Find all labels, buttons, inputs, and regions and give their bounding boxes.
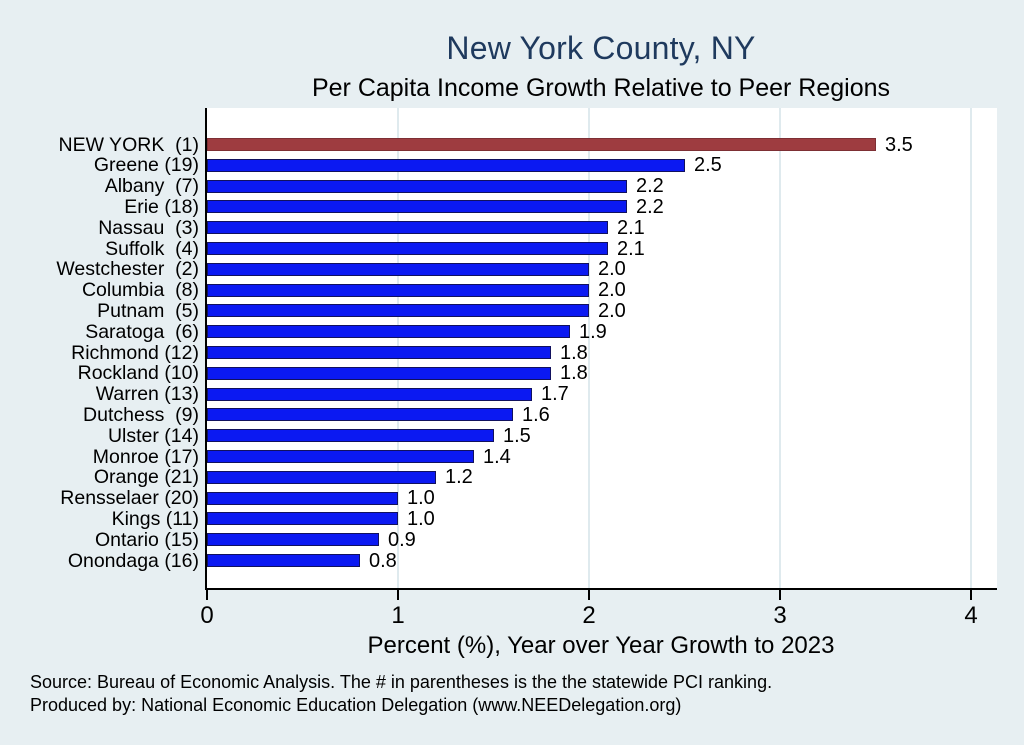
- bar-highlight: [207, 138, 876, 151]
- bar: [207, 408, 513, 422]
- y-axis-label: Warren (13): [95, 383, 199, 406]
- bar: [207, 512, 398, 526]
- x-tick-label: 1: [391, 602, 405, 629]
- y-axis-label: Nassau (3): [98, 216, 199, 239]
- y-axis-label: Rensselaer (20): [60, 487, 199, 510]
- bar-value-label: 2.5: [694, 154, 722, 177]
- bar: [207, 387, 532, 401]
- bar: [207, 450, 474, 463]
- bar: [207, 533, 379, 547]
- bar: [207, 554, 360, 567]
- bar-value-label: 0.8: [369, 549, 397, 572]
- bar: [207, 221, 608, 235]
- footnotes: Source: Bureau of Economic Analysis. The…: [30, 671, 772, 717]
- y-axis-label: Albany (7): [104, 175, 199, 198]
- bar-value-label: 2.0: [598, 258, 626, 281]
- bar-value-label: 1.7: [541, 383, 569, 406]
- bar: [207, 470, 436, 484]
- x-tick-label: 2: [582, 602, 596, 629]
- produced-by-note: Produced by: National Economic Education…: [30, 695, 682, 715]
- x-tick: [397, 590, 399, 600]
- bar: [207, 200, 627, 214]
- y-axis-label: Putnam (5): [97, 299, 199, 322]
- chart-subtitle: Per Capita Income Growth Relative to Pee…: [311, 74, 891, 102]
- y-axis-label: Monroe (17): [92, 445, 199, 468]
- bar: [207, 429, 494, 443]
- y-axis-label: Richmond (12): [71, 341, 199, 364]
- bar-value-label: 1.0: [407, 507, 435, 530]
- y-axis-label: Dutchess (9): [83, 403, 199, 426]
- bar: [207, 262, 589, 276]
- bar: [207, 346, 551, 359]
- y-axis-label: Ontario (15): [94, 528, 199, 551]
- y-axis-label: Columbia (8): [81, 279, 199, 302]
- chart-title: New York County, NY: [446, 30, 756, 66]
- x-gridline: [970, 108, 972, 588]
- bar-value-label: 1.9: [579, 320, 607, 343]
- bar: [207, 491, 398, 505]
- y-axis-label: Onondaga (16): [67, 549, 199, 572]
- bar-value-label: 2.0: [598, 279, 626, 302]
- y-axis-label: Ulster (14): [107, 424, 199, 447]
- bar-value-label: 0.9: [388, 528, 416, 551]
- y-axis-label: Westchester (2): [56, 258, 199, 281]
- bar: [207, 304, 589, 318]
- x-tick: [206, 590, 208, 600]
- x-tick: [588, 590, 590, 600]
- y-axis-label: Orange (21): [93, 466, 199, 489]
- y-axis-label: Erie (18): [124, 195, 199, 218]
- x-tick-label: 0: [200, 602, 214, 629]
- y-axis-labels: NEW YORK (1) Greene (19) Albany (7) Erie (1…: [0, 108, 199, 590]
- bar: [207, 242, 608, 255]
- x-axis-title: Percent (%), Year over Year Growth to 20…: [367, 632, 835, 659]
- x-tick-label: 4: [964, 602, 978, 629]
- y-axis-label: Kings (11): [111, 507, 199, 530]
- bar-value-label: 1.8: [560, 362, 588, 385]
- bar-value-label: 1.0: [407, 487, 435, 510]
- bar: [207, 179, 627, 193]
- bar-value-label: 2.2: [636, 195, 664, 218]
- bar-value-label: 1.6: [522, 403, 550, 426]
- bar-value-label: 1.5: [503, 424, 531, 447]
- bar: [207, 366, 551, 380]
- bar-value-label: 1.2: [445, 466, 473, 489]
- x-tick-label: 3: [773, 602, 787, 629]
- x-gridline: [588, 108, 590, 588]
- x-gridline: [779, 108, 781, 588]
- y-axis-label: Suffolk (4): [105, 237, 199, 260]
- y-axis-label: Rockland (10): [77, 362, 199, 385]
- x-tick: [970, 590, 972, 600]
- bar: [207, 158, 685, 172]
- bar: [207, 283, 589, 297]
- bar-value-label: 2.0: [598, 299, 626, 322]
- bar: [207, 325, 570, 339]
- source-note: Source: Bureau of Economic Analysis. The…: [30, 672, 773, 692]
- bar-value-label: 2.1: [617, 216, 645, 239]
- bar-value-label: 1.8: [560, 341, 588, 364]
- bar-value-label: 3.5: [885, 133, 913, 156]
- y-axis-label: NEW YORK (1): [58, 133, 200, 156]
- plot-area: 3.5 2.5 2.2 2.2 2.1 2.1 2.0 2.0 2.0 1.9 1.8 1.8 1.7 1…: [205, 108, 997, 590]
- bar-value-label: 1.4: [483, 445, 511, 468]
- y-axis-label: Greene (19): [93, 154, 199, 177]
- x-tick: [779, 590, 781, 600]
- bar-value-label: 2.2: [636, 175, 664, 198]
- bar-value-label: 2.1: [617, 237, 645, 260]
- plot-inner: 3.5 2.5 2.2 2.2 2.1 2.1 2.0 2.0 2.0 1.9 1.8 1.8 1.7 1…: [207, 108, 997, 588]
- y-axis-label: Saratoga (6): [85, 320, 199, 343]
